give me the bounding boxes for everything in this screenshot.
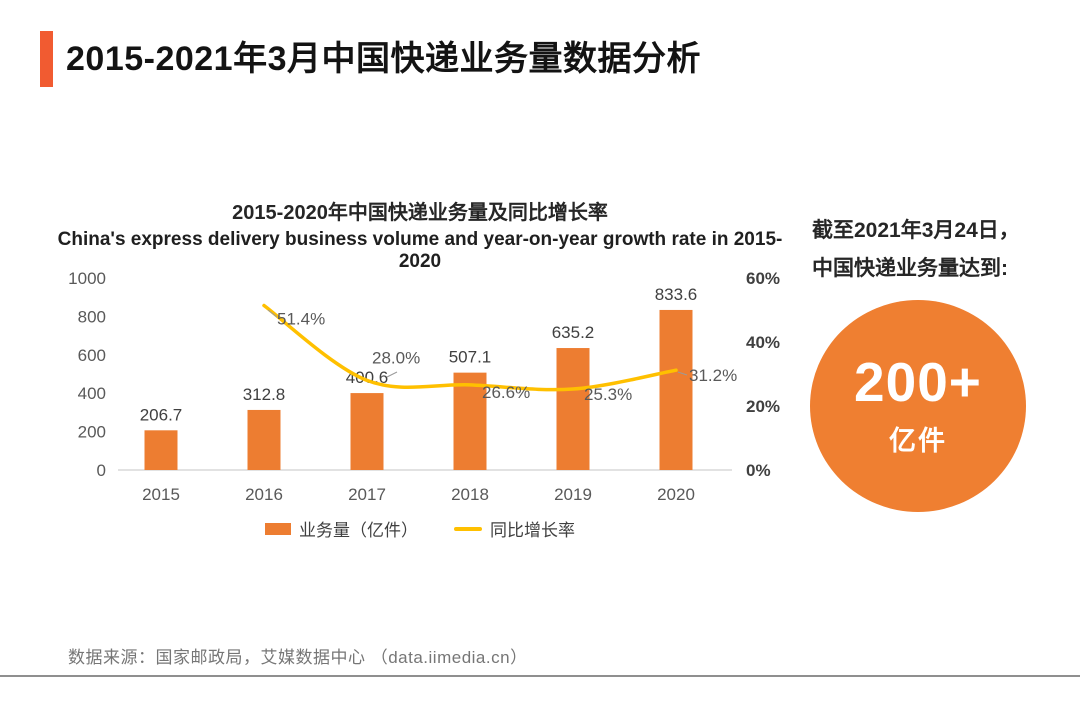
highlight-caption: 截至2021年3月24日， 中国快递业务量达到: bbox=[812, 212, 1072, 288]
svg-text:600: 600 bbox=[78, 346, 106, 365]
svg-text:0: 0 bbox=[97, 461, 106, 480]
chart-legend: 业务量（亿件） 同比增长率 bbox=[60, 516, 780, 541]
svg-text:20%: 20% bbox=[746, 397, 780, 416]
svg-text:60%: 60% bbox=[746, 269, 780, 288]
page-title: 2015-2021年3月中国快递业务量数据分析 bbox=[66, 40, 702, 78]
line-series-swatch bbox=[454, 526, 482, 531]
svg-text:51.4%: 51.4% bbox=[277, 310, 325, 329]
svg-text:2020: 2020 bbox=[657, 485, 695, 504]
title-accent-bar bbox=[40, 31, 53, 87]
bar-series-swatch bbox=[265, 522, 291, 535]
svg-text:200: 200 bbox=[78, 423, 106, 442]
svg-text:2017: 2017 bbox=[348, 485, 386, 504]
legend-item-volume: 业务量（亿件） bbox=[265, 516, 418, 541]
data-source-note: 数据来源：国家邮政局，艾媒数据中心 （data.iimedia.cn） bbox=[68, 648, 528, 667]
combo-chart: 0 200 400 600 800 1000 0% 20% 40% 60% 206.7 2015 312… bbox=[68, 269, 780, 504]
svg-text:2019: 2019 bbox=[554, 485, 592, 504]
svg-text:400: 400 bbox=[78, 384, 106, 403]
highlight-badge: 200+ 亿件 bbox=[810, 300, 1026, 512]
chart-subtitle: China's express delivery business volume… bbox=[57, 229, 783, 272]
svg-text:206.7: 206.7 bbox=[140, 405, 183, 424]
bottom-divider bbox=[0, 675, 1080, 677]
legend-label-volume: 业务量（亿件） bbox=[299, 521, 418, 540]
svg-text:1000: 1000 bbox=[68, 269, 106, 288]
svg-text:31.2%: 31.2% bbox=[689, 366, 737, 385]
svg-text:2015: 2015 bbox=[142, 485, 180, 504]
legend-label-growth: 同比增长率 bbox=[490, 521, 575, 540]
highlight-caption-line1: 截至2021年3月24日， bbox=[812, 219, 1020, 242]
legend-item-growth: 同比增长率 bbox=[454, 516, 575, 541]
svg-text:0%: 0% bbox=[746, 461, 771, 480]
svg-text:2018: 2018 bbox=[451, 485, 489, 504]
svg-text:2016: 2016 bbox=[245, 485, 283, 504]
svg-text:635.2: 635.2 bbox=[552, 323, 595, 342]
svg-text:800: 800 bbox=[78, 307, 106, 326]
svg-text:507.1: 507.1 bbox=[449, 348, 492, 367]
highlight-unit: 亿件 bbox=[889, 425, 947, 456]
svg-text:28.0%: 28.0% bbox=[372, 348, 420, 367]
svg-text:25.3%: 25.3% bbox=[584, 385, 632, 404]
svg-text:312.8: 312.8 bbox=[243, 385, 286, 404]
svg-text:40%: 40% bbox=[746, 333, 780, 352]
highlight-value: 200+ bbox=[854, 350, 982, 413]
svg-text:833.6: 833.6 bbox=[655, 285, 698, 304]
highlight-caption-line2: 中国快递业务量达到: bbox=[812, 257, 1008, 280]
svg-text:26.6%: 26.6% bbox=[482, 383, 530, 402]
chart-title: 2015-2020年中国快递业务量及同比增长率 bbox=[232, 202, 608, 224]
